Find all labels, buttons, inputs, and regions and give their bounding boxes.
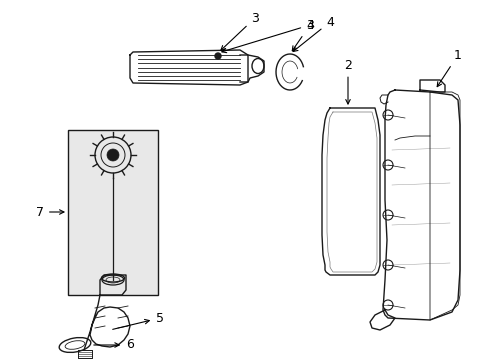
Text: 1: 1 bbox=[436, 49, 461, 87]
Text: 6: 6 bbox=[94, 338, 134, 351]
Bar bbox=[68, 130, 158, 295]
Text: 3: 3 bbox=[222, 18, 313, 53]
Circle shape bbox=[215, 53, 221, 59]
Text: 4: 4 bbox=[292, 18, 313, 51]
Text: 2: 2 bbox=[344, 59, 351, 104]
Text: 7: 7 bbox=[36, 206, 64, 219]
Text: 4: 4 bbox=[292, 15, 333, 51]
Text: 3: 3 bbox=[221, 12, 259, 50]
Circle shape bbox=[107, 149, 119, 161]
Text: 5: 5 bbox=[112, 311, 163, 329]
